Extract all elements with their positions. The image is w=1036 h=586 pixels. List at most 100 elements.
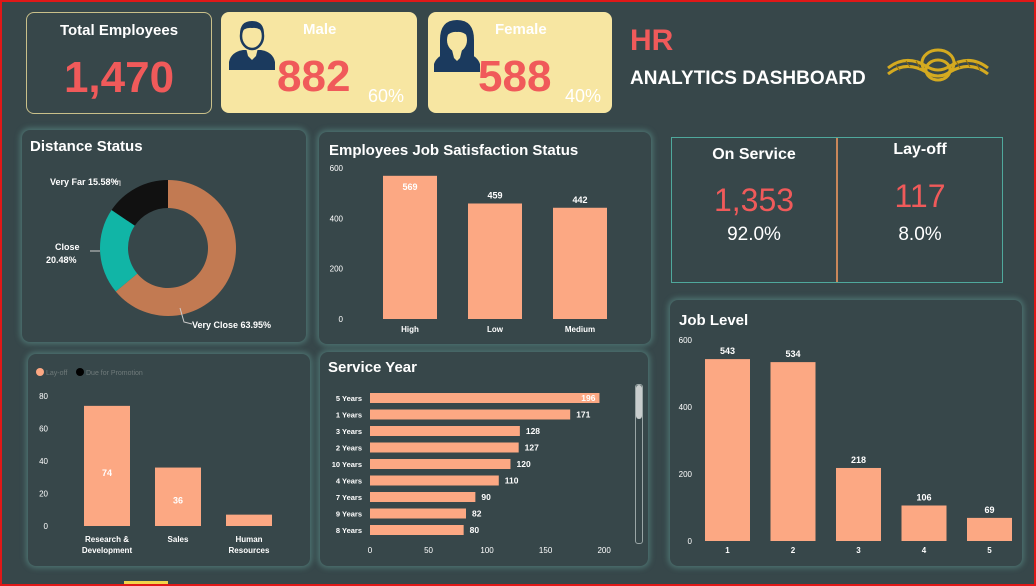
satisfaction-title: Employees Job Satisfaction Status — [329, 142, 579, 159]
x-category-label: Resources — [229, 546, 270, 555]
service-year-panel: Service Year 5 Years 196 1 Years 171 3 Years… — [320, 352, 648, 566]
kpi-total-card: Total Employees 1,470 — [26, 12, 212, 114]
bar — [468, 203, 522, 319]
data-label: 36 — [173, 496, 183, 506]
y-category-label: 1 Years — [336, 411, 362, 420]
kpi-female-card: Female 588 40% — [428, 12, 612, 113]
data-label: 106 — [916, 492, 931, 502]
donut-slice — [111, 180, 168, 226]
bar — [370, 409, 571, 420]
layoff-label: Lay-off — [893, 141, 947, 158]
x-tick-label: 150 — [539, 546, 553, 555]
scrollbar-thumb[interactable] — [636, 385, 642, 419]
data-label: 196 — [581, 393, 595, 403]
x-category-label: High — [401, 325, 419, 334]
x-tick-label: 0 — [368, 546, 373, 555]
y-tick-label: 600 — [330, 164, 344, 173]
header-subtitle: ANALYTICS DASHBOARD — [630, 68, 866, 89]
x-category-label: Development — [82, 546, 133, 555]
kpi-male-pct: 60% — [368, 86, 405, 106]
satisfaction-bar-chart: 0 200 400 600 569 High 459 Low 442 Medium — [330, 164, 607, 334]
bar — [383, 175, 437, 319]
bar — [967, 517, 1012, 541]
legend-marker-promotion — [76, 368, 84, 376]
page-tab-indicator[interactable] — [124, 581, 168, 584]
service-year-bar-chart: 5 Years 196 1 Years 171 3 Years 128 2 Years 127… — [332, 393, 611, 555]
female-icon — [434, 20, 480, 72]
bar — [705, 359, 750, 541]
kpi-total-label: Total Employees — [59, 22, 179, 39]
distance-panel: Distance Status Very Close 63.95% Close 20… — [22, 130, 306, 342]
data-label: 120 — [516, 459, 530, 469]
donut-slice — [115, 180, 236, 316]
bar — [370, 475, 499, 486]
donut-label: Very Far 15.58% — [50, 177, 119, 187]
data-label: 74 — [102, 468, 112, 478]
data-label: 90 — [481, 492, 491, 502]
y-category-label: 7 Years — [336, 493, 362, 502]
y-tick-label: 20 — [39, 490, 48, 499]
kpi-female-pct: 40% — [565, 86, 602, 106]
rope-knot-logo — [887, 48, 989, 82]
y-category-label: 4 Years — [336, 477, 362, 486]
x-tick-label: 50 — [424, 546, 433, 555]
data-label: 442 — [572, 195, 587, 205]
x-tick-label: 200 — [597, 546, 611, 555]
job-level-bar-chart: 0 200 400 600 543 1 534 2 218 3 106 4 69 5 — [679, 336, 1012, 555]
x-category-label: Sales — [168, 535, 189, 544]
y-category-label: 10 Years — [332, 460, 362, 469]
data-label: 127 — [525, 443, 539, 453]
bar — [84, 405, 130, 526]
bar — [155, 467, 201, 526]
bar — [226, 514, 272, 526]
job-level-panel: Job Level 0 200 400 600 543 1 534 2 218 3 106 4 69 5 — [670, 300, 1022, 566]
donut-label: Close — [55, 242, 80, 252]
bar — [370, 442, 519, 453]
y-tick-label: 200 — [679, 470, 693, 479]
service-year-scrollbar[interactable] — [635, 384, 643, 544]
y-tick-label: 0 — [339, 315, 344, 324]
x-category-label: 1 — [725, 546, 730, 555]
data-label: 543 — [720, 346, 735, 356]
layoff-value: 117 — [894, 178, 946, 214]
bar — [370, 508, 466, 519]
bar — [370, 393, 600, 403]
job-level-title: Job Level — [679, 312, 749, 329]
y-tick-label: 0 — [688, 537, 693, 546]
bar — [370, 492, 476, 502]
y-tick-label: 200 — [330, 265, 344, 274]
y-category-label: 5 Years — [336, 394, 362, 403]
x-category-label: 5 — [987, 546, 992, 555]
x-category-label: Research & — [85, 535, 129, 544]
kpi-total-value: 1,470 — [63, 53, 175, 102]
on-service-label: On Service — [712, 146, 796, 163]
bar — [836, 467, 881, 541]
legend-marker-layoff — [36, 368, 44, 376]
data-label: 82 — [472, 509, 482, 519]
kpi-female-label: Female — [495, 21, 547, 38]
department-panel: Lay-off Due for Promotion 0 20 40 60 80 74 Resea… — [28, 354, 310, 566]
kpi-male-card: Male 882 60% — [221, 12, 417, 113]
on-service-pct: 92.0% — [727, 224, 781, 245]
on-service-value: 1,353 — [713, 182, 795, 218]
data-label: 534 — [785, 349, 800, 359]
y-tick-label: 60 — [39, 425, 48, 434]
bar — [901, 505, 947, 541]
y-tick-label: 400 — [679, 403, 693, 412]
department-bar-chart: Lay-off Due for Promotion 0 20 40 60 80 74 Resea… — [36, 368, 272, 555]
donut-leader-line — [179, 307, 193, 325]
data-label: 218 — [851, 455, 866, 465]
x-tick-label: 100 — [480, 546, 494, 555]
header-title: HR — [630, 24, 674, 57]
satisfaction-panel: Employees Job Satisfaction Status 0 200 40… — [319, 132, 651, 344]
kpi-male-value: 882 — [277, 52, 351, 101]
male-icon — [229, 21, 275, 70]
donut-slice — [99, 210, 138, 292]
bar — [370, 525, 464, 535]
data-label: 69 — [984, 505, 994, 515]
y-tick-label: 400 — [330, 214, 344, 223]
bar — [553, 207, 607, 319]
bar — [370, 426, 520, 436]
x-category-label: Medium — [565, 325, 595, 334]
